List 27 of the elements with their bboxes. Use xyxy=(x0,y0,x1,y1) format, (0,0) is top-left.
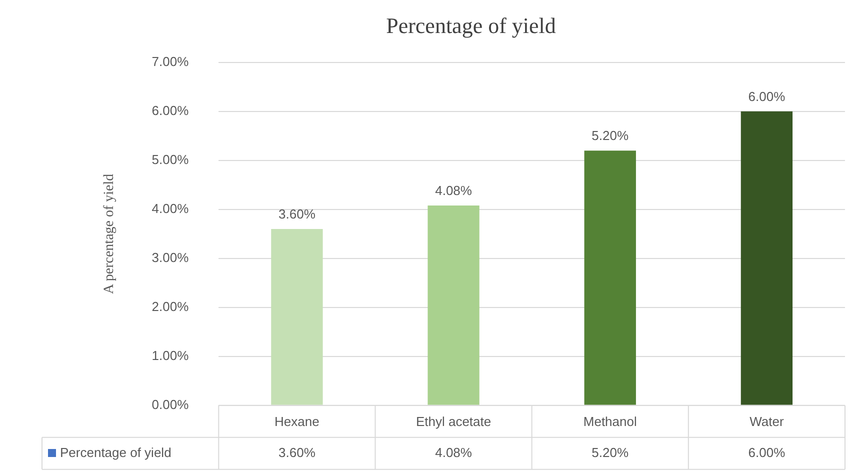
data-label: 5.20% xyxy=(592,444,629,460)
y-tick-label: 6.00% xyxy=(152,102,190,118)
y-tick-label: 0.00% xyxy=(152,396,190,412)
text: Percentage of yield xyxy=(60,444,172,460)
bar xyxy=(428,205,480,405)
bar xyxy=(584,150,636,405)
bar xyxy=(740,111,793,405)
text: 5.20% xyxy=(592,128,629,144)
bar xyxy=(271,229,323,405)
text: 4.08% xyxy=(435,183,472,198)
y-axis-title: A percentage of yield xyxy=(102,174,118,294)
data-label: 6.00% xyxy=(748,444,786,460)
chart-title: Percentage of yield xyxy=(386,12,556,38)
text: 6.00% xyxy=(748,88,786,104)
y-tick-label: 7.00% xyxy=(152,54,190,69)
y-tick-label: 2.00% xyxy=(152,298,190,314)
x-tick-label: Ethyl acetate xyxy=(416,414,492,429)
y-tick-label: 4.00% xyxy=(152,200,190,216)
data-label: 4.08% xyxy=(435,444,472,460)
x-tick-label: Hexane xyxy=(274,414,320,429)
y-tick-label: 5.00% xyxy=(152,152,190,167)
text: 3.60% xyxy=(278,206,316,222)
data-label: 3.60% xyxy=(278,444,316,460)
y-tick-label: 3.00% xyxy=(152,250,190,265)
x-tick-label: Methanol xyxy=(583,414,637,429)
y-tick-label: 1.00% xyxy=(152,348,190,363)
x-tick-label: Water xyxy=(750,414,784,429)
